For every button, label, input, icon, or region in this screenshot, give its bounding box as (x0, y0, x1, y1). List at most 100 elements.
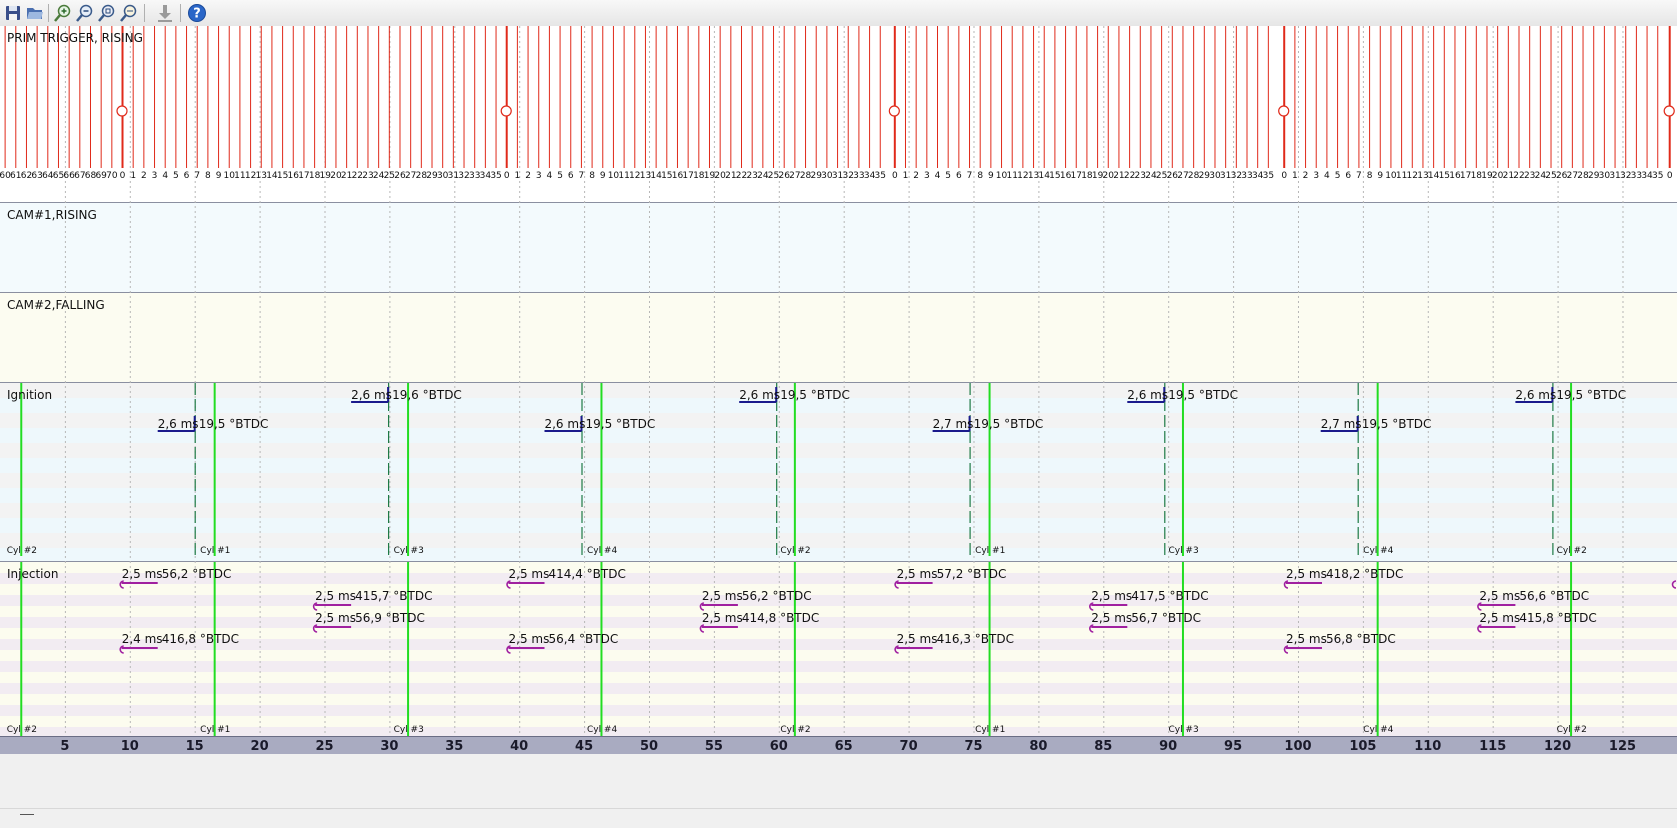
help-button[interactable]: ? (187, 3, 207, 23)
injection-duration-label: 2,5 ms (702, 611, 743, 625)
save-button[interactable] (3, 3, 23, 23)
axis-tick-label: 120 (1544, 739, 1571, 754)
tdc-cyl-label: Cyl #3 (394, 546, 424, 556)
injection-band (0, 683, 1677, 694)
ignition-dwell-label: 2,6 ms (351, 388, 392, 402)
tdc-cyl-label: Cyl #3 (1168, 725, 1198, 735)
tooth-label: 2 (141, 171, 147, 181)
axis-tick-label: 40 (510, 739, 528, 754)
axis-tick-label: 30 (380, 739, 398, 754)
tooth-label: 5 (173, 171, 179, 181)
axis-tick-label: 110 (1414, 739, 1441, 754)
help-icon: ? (188, 4, 206, 22)
download-button[interactable] (155, 3, 175, 23)
tooth-label: 25 (768, 171, 779, 181)
tooth-label: 13 (256, 171, 267, 181)
status-indicator (20, 814, 34, 815)
axis-tick-label: 10 (121, 739, 139, 754)
tooth-label: 7 (579, 171, 585, 181)
injection-duration-label: 2,5 ms (897, 632, 938, 646)
tooth-label: 23 (746, 171, 757, 181)
zoom-out-icon (76, 4, 93, 22)
axis-tick-label: 65 (835, 739, 853, 754)
tooth-label: 0 (1667, 171, 1673, 181)
tooth-label: 31 (1220, 171, 1231, 181)
download-arrow-icon (158, 5, 172, 22)
axis-tick-label: 55 (705, 739, 723, 754)
zoom-area-button[interactable] (119, 3, 139, 23)
tdc-cyl-label: Cyl #4 (587, 725, 618, 735)
tooth-label: 22 (1513, 171, 1524, 181)
horizontal-scrollbar[interactable] (0, 788, 1677, 808)
axis-tick-label: 90 (1159, 739, 1177, 754)
tooth-label: 0 (504, 171, 510, 181)
injection-start-icon (699, 624, 705, 633)
ignition-band (0, 413, 1677, 428)
channel-label-cam1: CAM#1,RISING (7, 208, 97, 222)
tooth-label: 2 (1303, 171, 1309, 181)
tdc-cyl-label: Cyl #4 (587, 546, 618, 556)
tooth-label: 7 (967, 171, 973, 181)
zoom-fit-button[interactable] (97, 3, 117, 23)
tooth-label: 32 (1231, 171, 1242, 181)
tooth-label: 19 (320, 171, 332, 181)
tooth-label: 5 (945, 171, 951, 181)
tooth-label: 20 (1103, 171, 1115, 181)
tooth-label: 8 (205, 171, 211, 181)
tooth-label: 3 (924, 171, 930, 181)
ignition-band (0, 383, 1677, 398)
injection-band (0, 716, 1677, 727)
tdc-cyl-label: Cyl #3 (1168, 546, 1198, 556)
injection-band (0, 727, 1677, 738)
tooth-label: 30 (437, 171, 449, 181)
injection-duration-label: 2,5 ms (702, 589, 743, 603)
injection-band (0, 573, 1677, 584)
injection-start-icon (1671, 580, 1677, 589)
injection-start-icon (119, 580, 124, 589)
tooth-label: 9 (988, 171, 994, 181)
injection-angle-label: 417,5 °BTDC (1131, 589, 1208, 603)
ignition-dwell-label: 2,6 ms (544, 417, 585, 431)
injection-angle-label: 415,8 °BTDC (1519, 611, 1596, 625)
tdc-cyl-label: Cyl #1 (975, 725, 1005, 735)
tooth-label: 7 (1356, 171, 1362, 181)
ignition-band (0, 458, 1677, 473)
injection-start-icon (894, 580, 899, 589)
ignition-band (0, 488, 1677, 503)
channel-label-ignition: Ignition (7, 388, 52, 402)
tooth-label: 32 (458, 171, 469, 181)
injection-start-icon (1477, 624, 1482, 633)
tooth-label: 10 (224, 171, 236, 181)
injection-start-icon (1283, 580, 1289, 589)
zoom-out-button[interactable] (75, 3, 95, 23)
tooth-label: 20 (330, 171, 342, 181)
axis-tick-label: 35 (445, 739, 463, 754)
tooth-label: 31 (1609, 171, 1620, 181)
tooth-label: 62 (21, 171, 32, 181)
tooth-label: 17 (1460, 171, 1471, 181)
axis-tick-label: 60 (770, 739, 788, 754)
axis-tick-label: 15 (186, 739, 204, 754)
injection-start-icon (312, 602, 318, 611)
injection-band (0, 639, 1677, 650)
ignition-band (0, 503, 1677, 518)
axis-tick-label: 5 (60, 739, 69, 754)
tooth-label: 27 (1567, 171, 1578, 181)
zoom-in-button[interactable] (53, 3, 73, 23)
injection-band (0, 694, 1677, 705)
tdc-cyl-label: Cyl #4 (1363, 725, 1394, 735)
tooth-label: 28 (1188, 171, 1200, 181)
ignition-band (0, 443, 1677, 458)
toolbar-separator (144, 4, 145, 22)
tooth-label: 0 (1281, 171, 1287, 181)
tdc-cyl-label: Cyl #2 (7, 546, 37, 556)
injection-duration-label: 2,5 ms (897, 567, 938, 581)
open-button[interactable] (25, 3, 45, 23)
tooth-label: 10 (608, 171, 620, 181)
tooth-label: 64 (42, 171, 54, 181)
tooth-label: 67 (74, 171, 85, 181)
tooth-label: 11 (1396, 171, 1407, 181)
injection-start-icon (1089, 624, 1094, 633)
tooth-label: 25 (1545, 171, 1556, 181)
